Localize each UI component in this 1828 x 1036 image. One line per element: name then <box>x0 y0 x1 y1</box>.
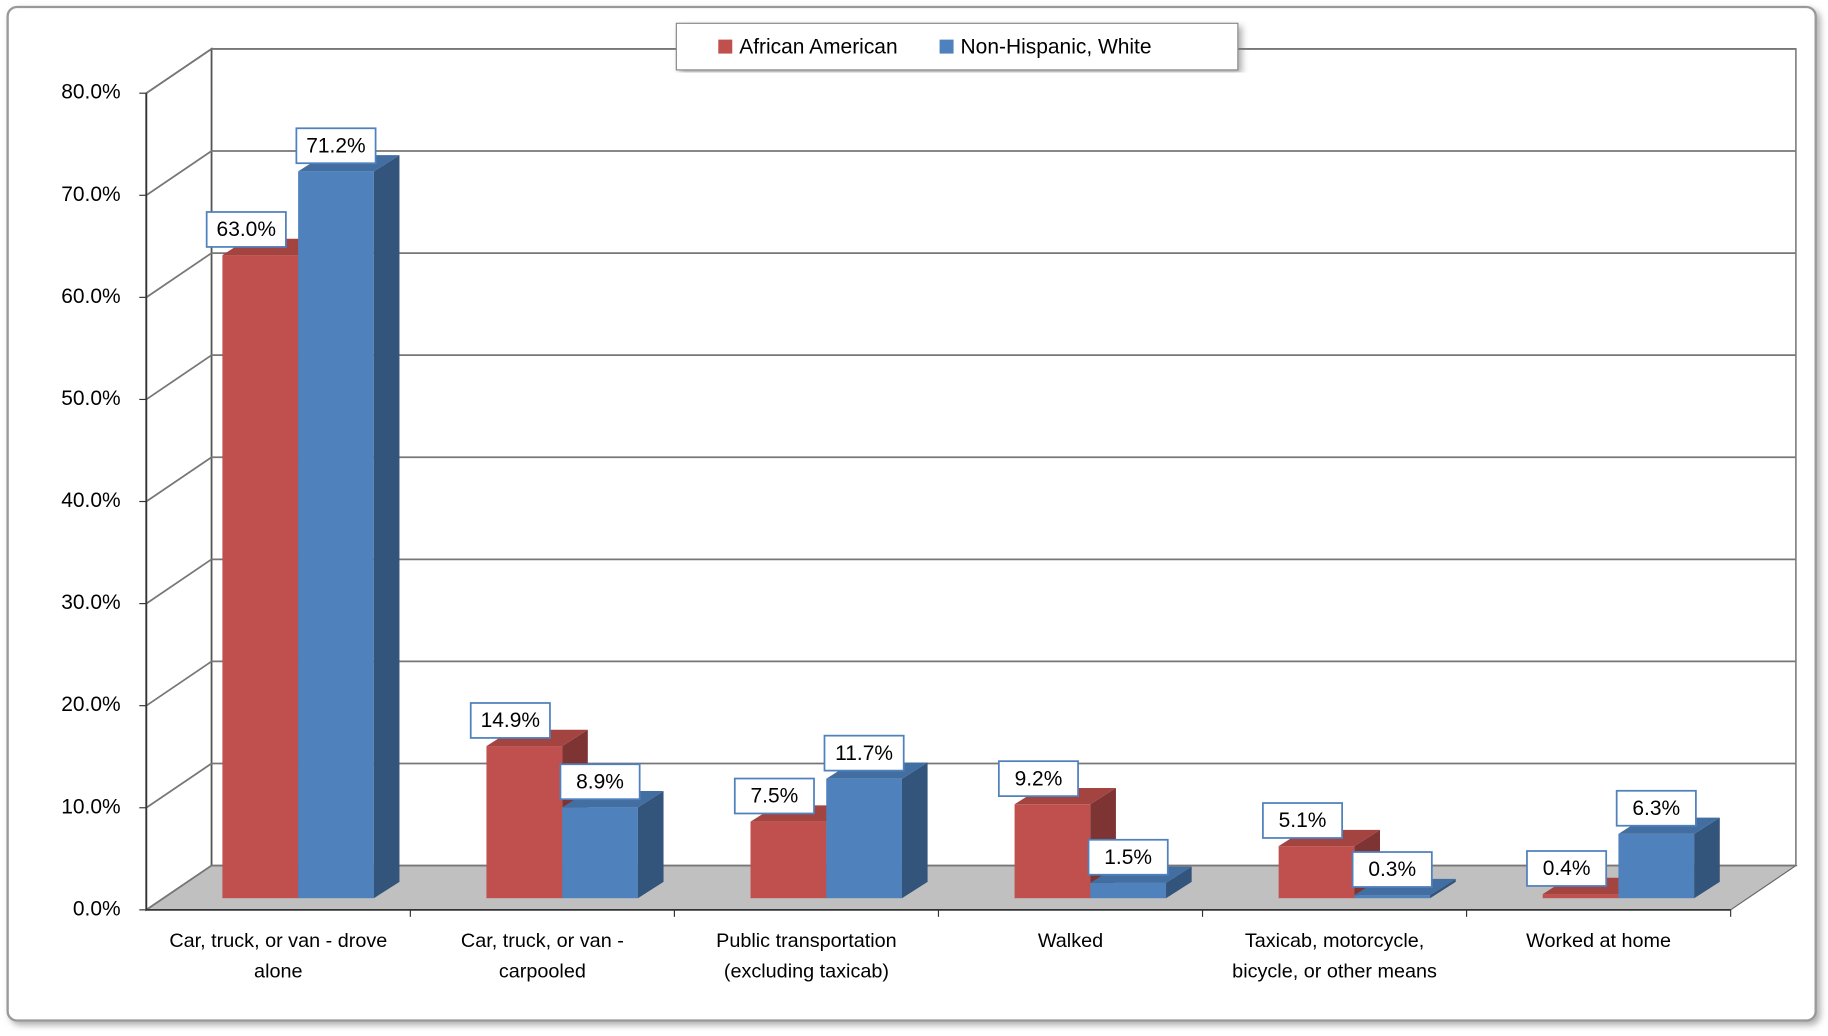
legend-label: Non-Hispanic, White <box>961 35 1152 58</box>
data-label-box <box>1351 851 1433 888</box>
data-label: 11.7% <box>835 742 893 765</box>
x-tick-label-box: Worked at home <box>1526 929 1672 952</box>
data-label: 5.1% <box>1279 809 1327 832</box>
grid-line <box>145 558 213 605</box>
x-tick-label: Worked at home <box>1526 929 1672 952</box>
data-label: 6.3% <box>1632 797 1680 820</box>
data-label-box <box>559 763 641 801</box>
grid-line <box>145 252 213 299</box>
grid-line <box>145 48 213 94</box>
data-label-box <box>469 702 551 739</box>
x-tick-label-box: Taxicab, motorcycle, bicycle, or other m… <box>1232 929 1437 983</box>
bar-front <box>826 778 902 899</box>
legend-swatch <box>718 39 733 54</box>
data-label-box <box>733 777 815 815</box>
x-tick-label: Taxicab, motorcycle, bicycle, or other m… <box>1232 929 1437 983</box>
data-label-box <box>1262 802 1344 839</box>
data-label-box <box>997 760 1079 797</box>
bar-side <box>1694 817 1720 899</box>
bar-side <box>1166 866 1192 899</box>
y-tick-label: 40.0% <box>61 489 120 512</box>
data-label: 1.5% <box>1104 846 1152 869</box>
bar-side <box>1430 878 1456 899</box>
grid-line <box>145 456 213 503</box>
data-label-box <box>1526 850 1608 887</box>
bar-front <box>298 171 374 899</box>
bar-front <box>562 807 638 899</box>
data-label: 71.2% <box>306 134 365 157</box>
data-label: 8.9% <box>576 770 624 793</box>
data-label: 63.0% <box>217 218 276 241</box>
grid-line <box>145 354 213 401</box>
x-tick-label-box: Public transportation (excluding taxicab… <box>716 929 897 983</box>
data-label-box <box>295 127 377 165</box>
bar-front <box>1542 894 1619 899</box>
x-tick-label: Walked <box>1037 929 1104 952</box>
data-label: 14.9% <box>481 709 540 732</box>
bar-front <box>222 255 299 899</box>
bar-side <box>373 155 400 899</box>
y-tick-label: 30.0% <box>61 591 120 614</box>
grid-line <box>145 864 213 911</box>
legend-swatch <box>939 39 954 54</box>
legend-box <box>675 22 1239 71</box>
data-label-box <box>205 211 287 248</box>
y-tick-label: 50.0% <box>61 387 120 410</box>
x-tick-label-box: Car, truck, or van - carpooled <box>460 929 624 983</box>
y-tick-label: 70.0% <box>61 183 120 206</box>
x-tick-label: Public transportation (excluding taxicab… <box>716 929 897 983</box>
data-label: 7.5% <box>751 785 799 808</box>
bar-front <box>1278 846 1355 899</box>
bar-front <box>1618 833 1695 899</box>
bar-front <box>750 821 827 899</box>
grid-line <box>145 150 213 197</box>
bar-front <box>1354 895 1431 899</box>
data-label: 9.2% <box>1015 767 1063 790</box>
data-label: 0.4% <box>1543 857 1591 880</box>
data-label-box <box>823 734 905 772</box>
x-tick-label: Car, truck, or van - carpooled <box>460 929 624 983</box>
x-tick-label-box: Walked <box>1037 929 1104 952</box>
y-tick-label: 20.0% <box>61 693 120 716</box>
y-tick-label: 80.0% <box>61 81 120 104</box>
y-tick-label: 60.0% <box>61 285 120 308</box>
grid-line <box>145 762 213 809</box>
x-tick-label-box: Car, truck, or van - drove alone <box>169 929 388 983</box>
grid-line <box>145 660 213 707</box>
x-tick-label: Car, truck, or van - drove alone <box>169 929 388 983</box>
legend-label: African American <box>739 35 897 58</box>
bar-front <box>486 746 563 899</box>
y-tick-label: 10.0% <box>61 795 120 818</box>
data-label-box <box>1615 789 1697 827</box>
bar-side <box>901 762 928 899</box>
bar-side <box>637 791 664 899</box>
data-label-box <box>1087 838 1169 876</box>
y-tick-label: 0.0% <box>73 897 121 920</box>
data-label: 0.3% <box>1368 858 1416 881</box>
bar-front <box>1090 882 1167 899</box>
bar-front <box>1014 804 1091 899</box>
